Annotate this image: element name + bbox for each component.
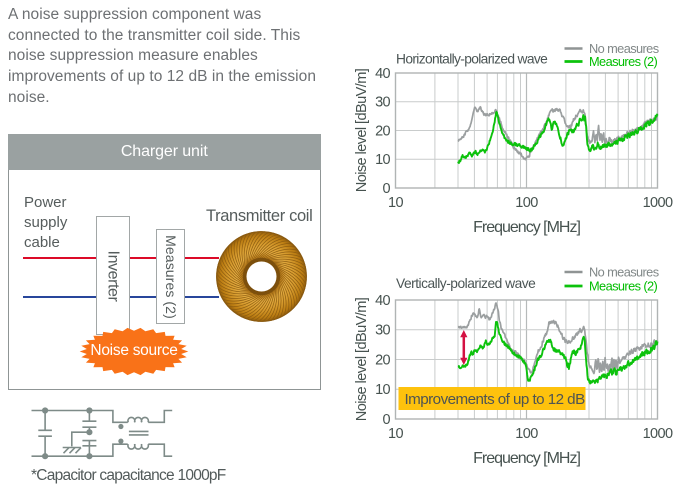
svg-text:Horizontally-polarized wave: Horizontally-polarized wave xyxy=(396,52,548,67)
svg-text:Vertically-polarized wave: Vertically-polarized wave xyxy=(396,276,536,291)
svg-text:Improvements of up to 12 dB: Improvements of up to 12 dB xyxy=(405,391,586,408)
svg-text:100: 100 xyxy=(515,195,538,211)
svg-text:10: 10 xyxy=(388,426,403,442)
svg-text:20: 20 xyxy=(375,123,390,139)
svg-text:No measures: No measures xyxy=(589,264,659,279)
svg-text:1000: 1000 xyxy=(643,195,673,211)
svg-text:40: 40 xyxy=(375,293,390,309)
svg-text:Measures (2): Measures (2) xyxy=(589,278,658,293)
svg-text:Frequency [MHz]: Frequency [MHz] xyxy=(473,219,580,236)
svg-text:0: 0 xyxy=(383,181,391,197)
svg-text:Noise level [dBuV/m]: Noise level [dBuV/m] xyxy=(354,68,370,192)
svg-text:Measures (2): Measures (2) xyxy=(589,54,658,69)
svg-text:10: 10 xyxy=(388,195,403,211)
svg-text:100: 100 xyxy=(515,426,538,442)
svg-text:1000: 1000 xyxy=(643,426,673,442)
svg-text:10: 10 xyxy=(375,382,390,398)
svg-text:20: 20 xyxy=(375,352,390,368)
svg-text:10: 10 xyxy=(375,152,390,168)
svg-text:40: 40 xyxy=(375,66,390,82)
svg-text:0: 0 xyxy=(383,412,391,428)
svg-text:30: 30 xyxy=(375,323,390,339)
svg-text:No measures: No measures xyxy=(589,41,659,56)
svg-text:30: 30 xyxy=(375,95,390,111)
svg-text:Frequency [MHz]: Frequency [MHz] xyxy=(473,450,580,467)
svg-text:Noise source: Noise source xyxy=(90,342,177,359)
svg-text:Noise level [dBuV/m]: Noise level [dBuV/m] xyxy=(354,297,370,421)
